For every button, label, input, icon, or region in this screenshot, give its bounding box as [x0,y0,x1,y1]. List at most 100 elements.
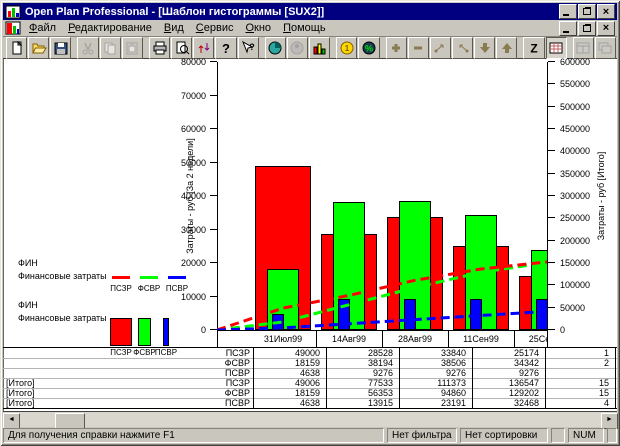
status-sort: Нет сортировки [460,428,548,443]
legend-title: ФИН [18,300,38,310]
minus-icon [414,46,423,49]
left-axis-tick-label: 70000 [180,90,206,101]
table-column-border [253,348,254,408]
table-cell-value [545,368,609,378]
legend-line-swatch [168,276,186,279]
close-button[interactable]: × [597,4,615,19]
resource-button [286,36,309,59]
left-axis-tick [210,61,217,62]
mdi-close-button[interactable]: × [597,20,615,36]
print-preview-button[interactable] [171,36,193,59]
legend-subtitle: Финансовые затраты [18,271,107,281]
date-label: 28Авг99 [397,334,433,344]
right-axis-tick-label: 0 [560,325,566,335]
window-cascade-icon [598,42,612,53]
table-cell-row-label: ФСВР [224,388,250,398]
bar-псвр-3 [404,299,416,330]
menu-item-2[interactable]: Редактирование [68,22,152,34]
mdi-minimize-button[interactable] [559,20,577,36]
svg-text:Z: Z [530,41,537,55]
horizontal-scrollbar[interactable]: ◄ ► [3,411,618,429]
new-page-button[interactable] [6,36,28,59]
status-blank-1 [551,428,565,443]
cost-coin-button[interactable]: 1 [336,36,358,59]
help-button[interactable]: ? [215,36,237,59]
histogram-icon [313,43,326,54]
print-preview-icon [176,41,190,54]
table-cell-value: 38194 [367,358,393,368]
paste-icon [126,41,138,54]
left-axis-tick-label: 20000 [180,258,206,268]
spreadsheet-button[interactable] [545,36,567,59]
date-separator [448,331,449,347]
sort-arrows-button[interactable] [193,36,215,59]
table-cell-value: 111373 [437,378,466,388]
link-in-icon [459,44,469,52]
link-out-button[interactable] [429,36,451,59]
table-top-border [3,347,617,348]
arrow-up-button[interactable] [496,36,518,59]
minus-button[interactable] [407,36,429,59]
date-separator [316,331,317,347]
table-column-border [326,348,327,408]
context-help-button[interactable]: ? [237,36,259,59]
table-cell-row-label: ПСВР [225,368,250,378]
left-axis-line [217,62,218,331]
table-cell-value: 129202 [508,388,539,398]
table-cell-value: 4 [603,398,609,408]
menu-item-6[interactable]: Помощь [283,22,326,34]
table-row-border [3,358,617,359]
table-row-border [3,368,617,369]
right-axis-tick-label: 100000 [560,280,591,291]
percent-button[interactable]: % [358,36,380,59]
table-column-border [399,348,400,408]
open-folder-button[interactable] [28,36,50,59]
table-cell-value: 32468 [513,398,539,408]
left-axis-tick-label: 10000 [180,291,206,302]
date-label: 14Авг99 [331,334,367,344]
zoom-z-button[interactable]: Z [523,36,545,59]
date-separator [382,331,383,347]
right-axis-tick-label: 200000 [560,235,591,246]
svg-text:%: % [365,43,373,53]
menu-item-4[interactable]: Сервис [195,22,234,34]
menu-item-5[interactable]: Окно [245,22,272,34]
table-cell-value: 94860 [440,388,466,398]
print-icon [153,41,167,54]
context-help-icon: ? [242,40,255,54]
table-cell-value: 25174 [513,348,539,358]
table-column-border [545,348,546,408]
restore-button[interactable] [578,4,596,19]
time-pie-button[interactable] [264,36,286,59]
histogram-button[interactable] [309,36,331,59]
mdi-restore-button[interactable] [578,20,596,36]
document-icon[interactable] [5,21,21,35]
link-in-button[interactable] [451,36,474,59]
right-axis-tick [548,105,555,107]
left-axis-tick [210,195,217,196]
table-cell-value: 4638 [299,398,320,408]
table-cell-value: 4638 [299,368,320,378]
arrow-down-icon [479,42,490,53]
time-pie-icon [268,41,282,54]
plus-button[interactable] [385,36,407,59]
table-cell-value: 15 [598,378,609,388]
scroll-right-button[interactable]: ► [601,413,618,429]
scroll-left-button[interactable]: ◄ [3,413,20,429]
menu-item-1[interactable]: Файл [29,22,57,34]
save-floppy-button[interactable] [50,36,72,59]
menu-item-3[interactable]: Вид [163,22,184,34]
title-bar: Open Plan Professional - [Шаблон гистогр… [3,3,617,20]
status-filter: Нет фильтра [387,428,457,443]
legend-line-swatch [112,276,130,279]
right-axis-tick-label: 400000 [560,146,591,157]
minimize-button[interactable] [559,4,577,19]
scrollbar-thumb[interactable] [55,413,85,429]
table-cell-value: 34342 [513,358,539,368]
right-axis-tick [548,83,555,85]
arrow-down-button[interactable] [474,36,496,59]
print-button[interactable] [148,36,171,59]
date-label: 25Сен99 [528,334,548,344]
table-cell-value: 77533 [367,378,393,388]
